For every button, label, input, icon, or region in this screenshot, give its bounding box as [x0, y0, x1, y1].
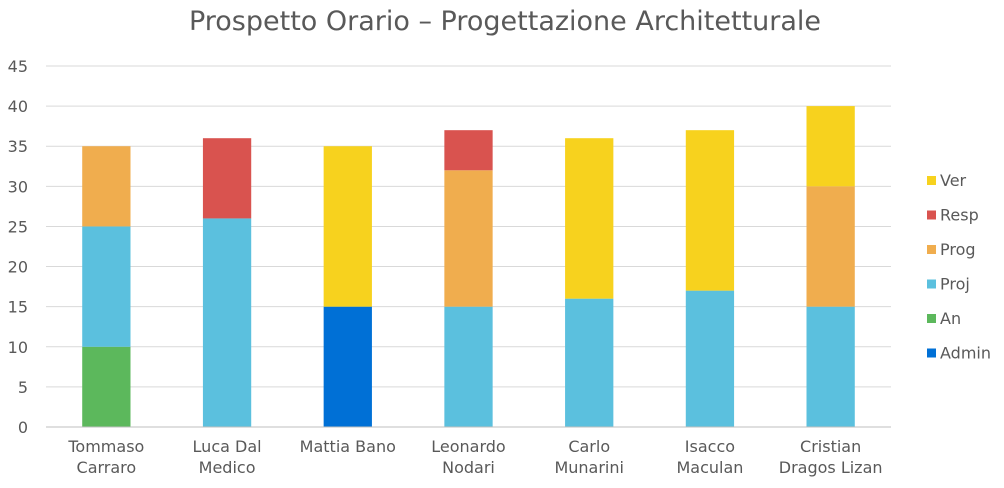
y-tick-label: 0 [18, 418, 28, 437]
bar-segment-prog [806, 186, 855, 307]
y-tick-label: 40 [8, 97, 28, 116]
bar-segment-proj [685, 290, 735, 427]
bar-segment-ver [565, 138, 614, 299]
bar-segment-proj [202, 218, 252, 427]
legend-label-prog: Prog [940, 240, 976, 259]
x-tick-label: Mattia Bano [300, 437, 396, 456]
y-tick-label: 20 [8, 258, 28, 277]
x-tick-label: Cristian Dragos Lizan [779, 437, 883, 477]
x-tick-label: Tommaso Carraro [67, 437, 144, 477]
legend: Ver Resp Prog Proj An Admin [927, 171, 991, 363]
y-tick-label: 45 [8, 57, 28, 76]
legend-swatch-an [927, 314, 936, 323]
legend-label-resp: Resp [940, 206, 979, 225]
bar-segment-proj [444, 306, 493, 427]
y-tick-label: 10 [8, 338, 28, 357]
axes: 0 5 10 15 20 25 30 35 40 45 Tommaso Carraro Luca Dal… [8, 57, 891, 477]
bar-segment-ver [806, 106, 855, 187]
y-tick-label: 5 [18, 378, 28, 397]
legend-swatch-prog [927, 245, 936, 254]
bars [82, 106, 855, 427]
legend-swatch-admin [927, 348, 936, 358]
legend-label-proj: Proj [940, 275, 970, 294]
legend-label-an: An [940, 309, 961, 328]
y-tick-label: 35 [8, 137, 28, 156]
x-tick-label: Luca Dal Medico [193, 437, 262, 477]
bar-segment-resp [444, 130, 493, 171]
bar-segment-prog [82, 146, 131, 227]
legend-swatch-proj [927, 279, 936, 289]
x-tick-label: Isacco Maculan [676, 437, 743, 477]
y-tick-label: 30 [8, 177, 28, 196]
y-tick-label: 15 [8, 298, 28, 317]
bar-segment-ver [323, 146, 372, 307]
bar-segment-proj [806, 306, 855, 427]
bar-segment-prog [444, 170, 493, 307]
bar-segment-admin [323, 306, 372, 427]
legend-label-ver: Ver [940, 171, 967, 190]
x-tick-label: Carlo Munarini [554, 437, 624, 477]
bar-segment-an [82, 346, 131, 427]
chart-title: Prospetto Orario – Progettazione Archite… [189, 6, 821, 37]
y-tick-label: 25 [8, 217, 28, 236]
bar-segment-proj [82, 226, 131, 347]
legend-swatch-ver [927, 176, 936, 185]
x-tick-label: Leonardo Nodari [431, 437, 505, 477]
bar-segment-proj [565, 298, 614, 427]
legend-swatch-resp [927, 210, 936, 220]
bar-segment-ver [685, 130, 735, 291]
bar-segment-resp [202, 138, 252, 219]
legend-label-admin: Admin [940, 344, 991, 363]
